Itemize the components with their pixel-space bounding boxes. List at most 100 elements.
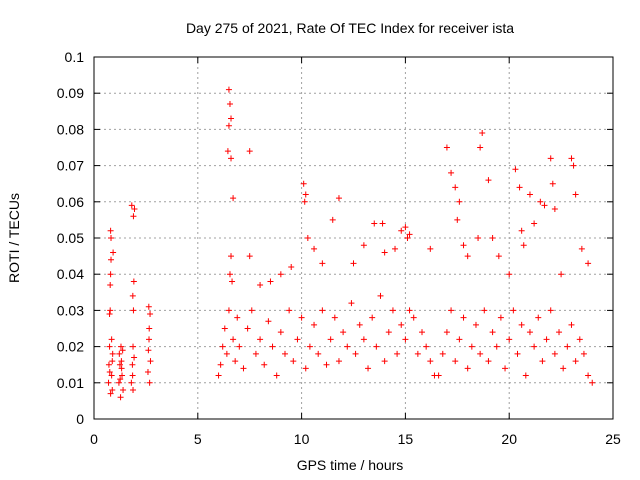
data-point bbox=[301, 198, 308, 205]
data-point bbox=[130, 387, 137, 394]
data-point bbox=[475, 235, 482, 241]
x-tick-label: 5 bbox=[194, 431, 202, 447]
data-point bbox=[277, 329, 284, 336]
data-point bbox=[230, 336, 237, 343]
data-point bbox=[485, 177, 492, 184]
data-point bbox=[228, 115, 235, 122]
data-points bbox=[105, 86, 596, 401]
y-tick-label: 0.06 bbox=[57, 194, 84, 210]
data-point bbox=[225, 86, 232, 93]
data-point bbox=[257, 336, 264, 343]
data-point bbox=[568, 321, 575, 328]
data-point bbox=[477, 350, 484, 357]
data-point bbox=[131, 206, 138, 213]
data-point bbox=[267, 278, 274, 285]
data-point bbox=[106, 311, 113, 318]
data-point bbox=[108, 235, 115, 241]
data-point bbox=[290, 358, 297, 365]
data-point bbox=[246, 148, 253, 155]
data-point bbox=[564, 343, 571, 350]
data-point bbox=[288, 263, 295, 270]
x-tick-label: 10 bbox=[294, 431, 310, 447]
data-point bbox=[547, 307, 554, 314]
data-point bbox=[406, 307, 413, 314]
data-point bbox=[456, 336, 463, 343]
data-point bbox=[556, 329, 563, 336]
data-point bbox=[323, 361, 330, 368]
data-point bbox=[335, 358, 342, 365]
data-point bbox=[427, 358, 434, 365]
y-tick-label: 0.09 bbox=[57, 85, 84, 101]
data-point bbox=[145, 347, 152, 354]
x-tick-label: 0 bbox=[90, 431, 98, 447]
data-point bbox=[236, 343, 243, 350]
data-point bbox=[230, 195, 237, 202]
data-point bbox=[244, 325, 251, 332]
data-point bbox=[560, 365, 567, 372]
data-point bbox=[547, 155, 554, 162]
data-point bbox=[385, 329, 392, 336]
data-point bbox=[516, 184, 523, 191]
data-point bbox=[146, 379, 153, 386]
data-point bbox=[537, 198, 544, 205]
data-point bbox=[228, 155, 235, 162]
data-point bbox=[454, 216, 461, 223]
data-point bbox=[248, 307, 255, 314]
data-point bbox=[377, 292, 384, 299]
data-point bbox=[535, 314, 542, 321]
data-point bbox=[128, 202, 135, 209]
data-point bbox=[402, 224, 409, 231]
data-point bbox=[261, 361, 268, 368]
data-point bbox=[365, 365, 372, 372]
data-point bbox=[130, 278, 137, 285]
data-point bbox=[329, 216, 336, 223]
data-point bbox=[257, 282, 264, 289]
data-point bbox=[352, 350, 359, 357]
data-point bbox=[117, 394, 124, 401]
data-point bbox=[580, 350, 587, 357]
y-tick-label: 0.04 bbox=[57, 266, 84, 282]
data-point bbox=[107, 307, 114, 314]
data-point bbox=[306, 343, 313, 350]
data-point bbox=[298, 314, 305, 321]
data-point bbox=[439, 350, 446, 357]
data-point bbox=[585, 372, 592, 379]
data-point bbox=[394, 350, 401, 357]
data-point bbox=[452, 184, 459, 191]
data-point bbox=[107, 271, 114, 278]
data-point bbox=[373, 343, 380, 350]
data-point bbox=[107, 227, 114, 234]
data-point bbox=[109, 358, 116, 365]
data-point bbox=[541, 202, 548, 209]
x-tick-label: 15 bbox=[398, 431, 414, 447]
data-point bbox=[232, 358, 239, 365]
data-point bbox=[489, 329, 496, 336]
data-point bbox=[146, 325, 153, 332]
data-point bbox=[392, 245, 399, 252]
y-tick-label: 0.01 bbox=[57, 375, 84, 391]
data-point bbox=[319, 307, 326, 314]
data-point bbox=[576, 336, 583, 343]
data-point bbox=[502, 365, 509, 372]
data-point bbox=[493, 343, 500, 350]
y-axis-label: ROTI / TECUs bbox=[6, 193, 22, 283]
data-point bbox=[225, 307, 232, 314]
data-point bbox=[302, 191, 309, 198]
data-point bbox=[225, 122, 232, 129]
data-point bbox=[435, 372, 442, 379]
data-point bbox=[419, 329, 426, 336]
data-point bbox=[146, 336, 153, 343]
data-point bbox=[423, 343, 430, 350]
data-point bbox=[427, 245, 434, 252]
data-point bbox=[215, 372, 222, 379]
data-point bbox=[551, 206, 558, 213]
data-point bbox=[131, 354, 138, 361]
data-point bbox=[108, 336, 115, 343]
data-point bbox=[226, 101, 233, 108]
data-point bbox=[130, 213, 137, 220]
data-point bbox=[240, 365, 247, 372]
data-point bbox=[147, 311, 154, 318]
data-point bbox=[514, 350, 521, 357]
data-point bbox=[414, 350, 421, 357]
data-point bbox=[452, 358, 459, 365]
